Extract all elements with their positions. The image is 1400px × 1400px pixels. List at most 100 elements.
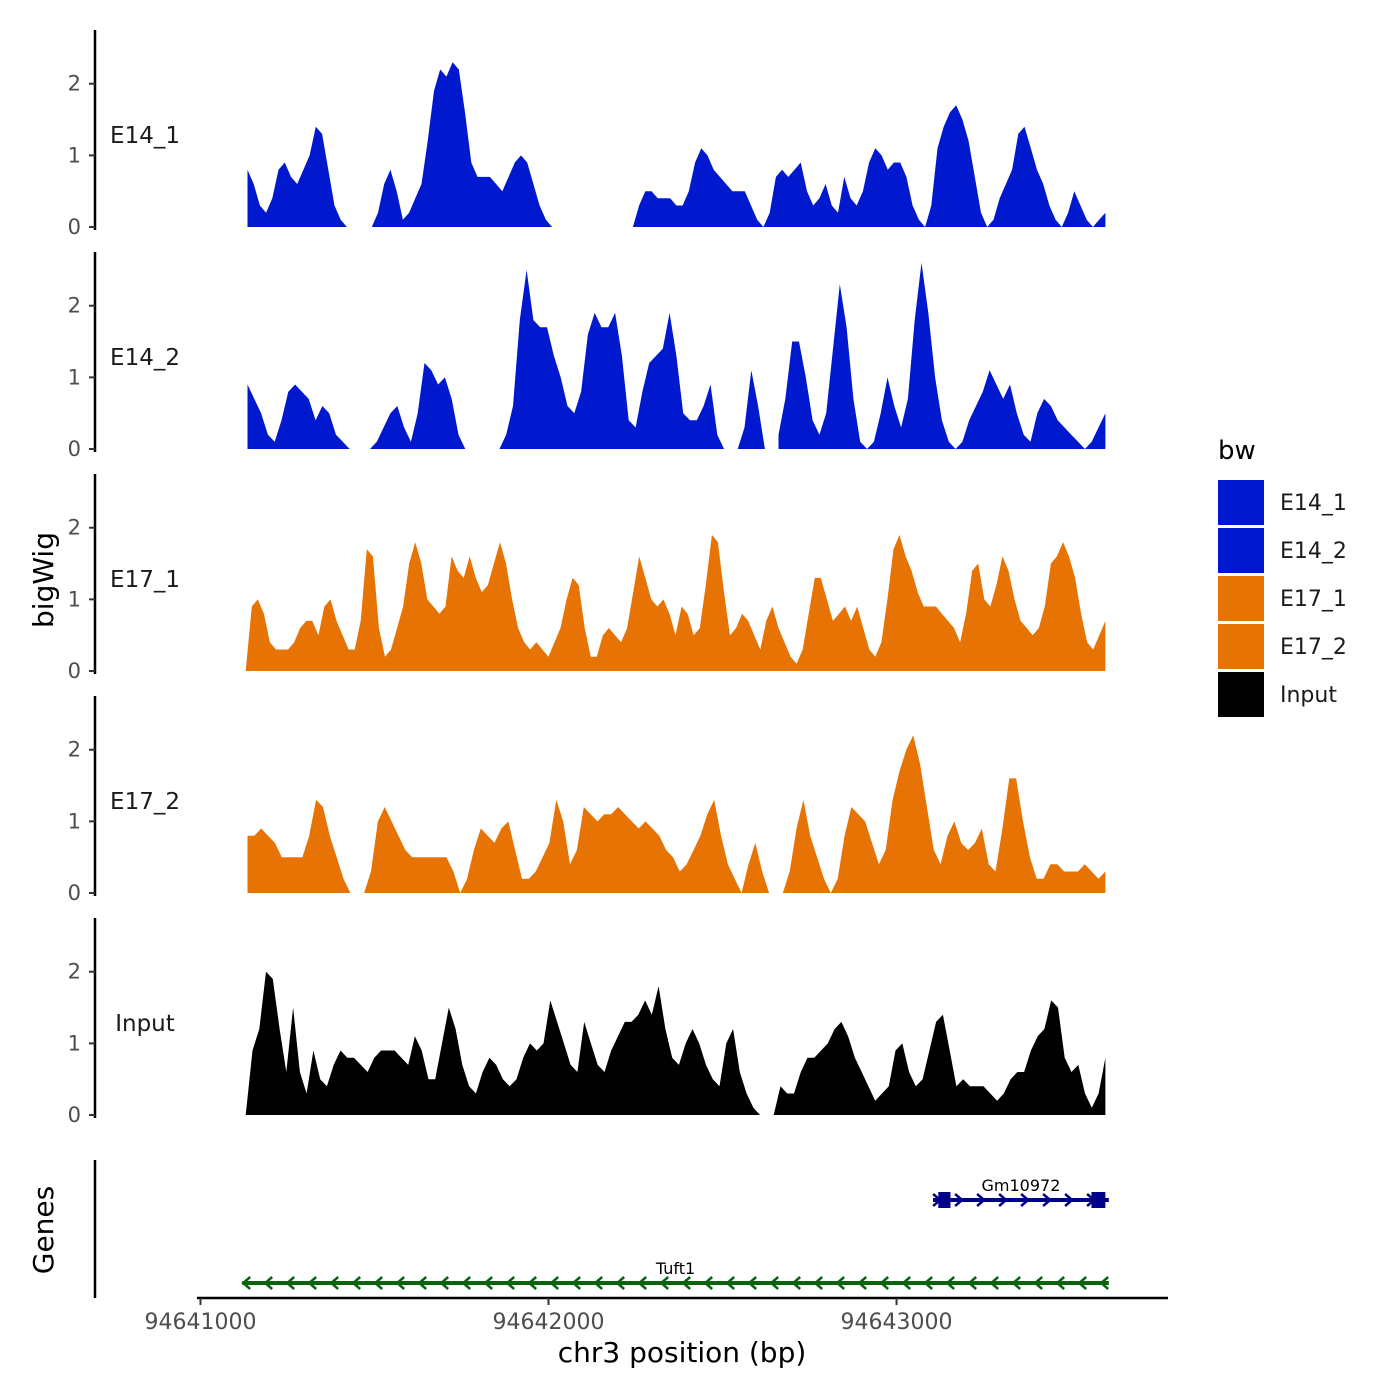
- strand-arrow: [967, 1276, 978, 1290]
- strand-arrow: [901, 1276, 912, 1290]
- signal-area-E14_1: [371, 62, 553, 228]
- x-tick-label: 94641000: [144, 1310, 256, 1335]
- legend-label: E17_2: [1280, 635, 1347, 660]
- signal-area-E14_2: [737, 370, 765, 449]
- x-tick-label: 94643000: [841, 1310, 953, 1335]
- y-tick-label: 1: [68, 809, 81, 833]
- strand-arrow: [813, 1276, 824, 1290]
- strand-arrow: [659, 1276, 670, 1290]
- exon: [1091, 1192, 1106, 1208]
- strand-arrow: [835, 1276, 846, 1290]
- strand-arrow: [989, 1276, 1000, 1290]
- track-E17_1: 0 1 2 E17_1: [68, 474, 1106, 683]
- genes-panel: Gm10972 Tuft1: [93, 1160, 1110, 1298]
- strand-arrow: [1077, 1276, 1088, 1290]
- x-axis-title: chr3 position (bp): [558, 1336, 807, 1369]
- strand-arrow: [747, 1276, 758, 1290]
- strand-arrow: [505, 1276, 516, 1290]
- signal-area-Input: [773, 1000, 1106, 1115]
- track-E14_2: 0 1 2 E14_2: [68, 252, 1106, 461]
- strand-arrow: [1055, 1276, 1066, 1290]
- signal-area-E14_1: [632, 105, 1106, 227]
- legend-swatch: [1218, 480, 1264, 525]
- legend-label: E14_1: [1280, 491, 1347, 516]
- y-tick-label: 0: [68, 215, 81, 239]
- strand-arrow: [998, 1193, 1009, 1207]
- strand-arrow: [571, 1276, 582, 1290]
- y-tick-label: 2: [68, 72, 81, 96]
- y-tick-label: 1: [68, 1031, 81, 1055]
- genes-axis-title: Genes: [27, 1186, 60, 1274]
- legend-label: Input: [1280, 683, 1337, 708]
- x-axis: 94641000 94642000 94643000: [144, 1296, 1168, 1335]
- signal-area-Input: [245, 971, 761, 1115]
- y-tick-label: 0: [68, 1103, 81, 1127]
- exon: [938, 1192, 951, 1208]
- track-label-E14_2: E14_2: [110, 345, 180, 371]
- strand-arrow: [241, 1276, 252, 1290]
- gene-label-Gm10972: Gm10972: [982, 1176, 1061, 1195]
- signal-area-E17_2: [364, 799, 770, 893]
- strand-arrow: [1033, 1276, 1044, 1290]
- strand-arrow: [976, 1193, 987, 1207]
- x-tick-label: 94642000: [493, 1310, 605, 1335]
- legend: bw E14_1 E14_2 E17_1 E17_2 Input: [1218, 436, 1347, 717]
- strand-arrow: [329, 1276, 340, 1290]
- track-E17_2: 0 1 2 E17_2: [68, 696, 1106, 905]
- strand-arrow: [1011, 1276, 1022, 1290]
- track-panels: 0 1 2 E14_1 0 1 2 E14_2 0 1 2 E17_1 0 1 2 E17_2 0 1 2 Input: [68, 30, 1106, 1127]
- y-tick-label: 1: [68, 587, 81, 611]
- signal-area-E17_1: [245, 534, 1106, 671]
- signal-area-E14_2: [370, 363, 466, 449]
- track-Input: 0 1 2 Input: [68, 918, 1106, 1127]
- signal-area-E14_1: [247, 126, 347, 227]
- signal-area-E14_2: [247, 384, 350, 449]
- strand-arrow: [307, 1276, 318, 1290]
- strand-arrow: [615, 1276, 626, 1290]
- track-label-E17_1: E17_1: [110, 567, 180, 593]
- strand-arrow: [923, 1276, 934, 1290]
- strand-arrow: [1099, 1276, 1110, 1290]
- legend-entry: E17_2: [1218, 624, 1347, 669]
- signal-area-E17_2: [782, 735, 1106, 893]
- strand-arrow: [725, 1276, 736, 1290]
- legend-label: E17_1: [1280, 587, 1347, 612]
- strand-arrow: [549, 1276, 560, 1290]
- y-axis-title: bigWig: [27, 532, 60, 628]
- track-label-Input: Input: [115, 1011, 175, 1037]
- strand-arrow: [857, 1276, 868, 1290]
- strand-arrow: [439, 1276, 450, 1290]
- legend-swatch: [1218, 672, 1264, 717]
- strand-arrow: [1064, 1193, 1075, 1207]
- legend-swatch: [1218, 624, 1264, 669]
- strand-arrow: [703, 1276, 714, 1290]
- y-tick-label: 2: [68, 960, 81, 984]
- strand-arrow: [395, 1276, 406, 1290]
- strand-arrow: [263, 1276, 274, 1290]
- strand-arrow: [417, 1276, 428, 1290]
- strand-arrow: [593, 1276, 604, 1290]
- strand-arrow: [483, 1276, 494, 1290]
- legend-entry: E14_1: [1218, 480, 1347, 525]
- y-tick-label: 2: [68, 294, 81, 318]
- strand-arrow: [879, 1276, 890, 1290]
- strand-arrow: [681, 1276, 692, 1290]
- track-E14_1: 0 1 2 E14_1: [68, 30, 1106, 239]
- strand-arrow: [461, 1276, 472, 1290]
- legend-entry: E17_1: [1218, 576, 1347, 621]
- y-tick-label: 2: [68, 516, 81, 540]
- legend-entry: Input: [1218, 672, 1337, 717]
- gene-Gm10972: Gm10972: [932, 1176, 1109, 1208]
- signal-area-E14_2: [499, 269, 725, 449]
- strand-arrow: [637, 1276, 648, 1290]
- signal-area-E14_2: [778, 262, 1106, 449]
- y-tick-label: 0: [68, 659, 81, 683]
- y-tick-label: 0: [68, 881, 81, 905]
- strand-arrow: [351, 1276, 362, 1290]
- legend-swatch: [1218, 576, 1264, 621]
- strand-arrow: [791, 1276, 802, 1290]
- y-tick-label: 2: [68, 738, 81, 762]
- gene-label-Tuft1: Tuft1: [655, 1259, 695, 1278]
- y-tick-label: 0: [68, 437, 81, 461]
